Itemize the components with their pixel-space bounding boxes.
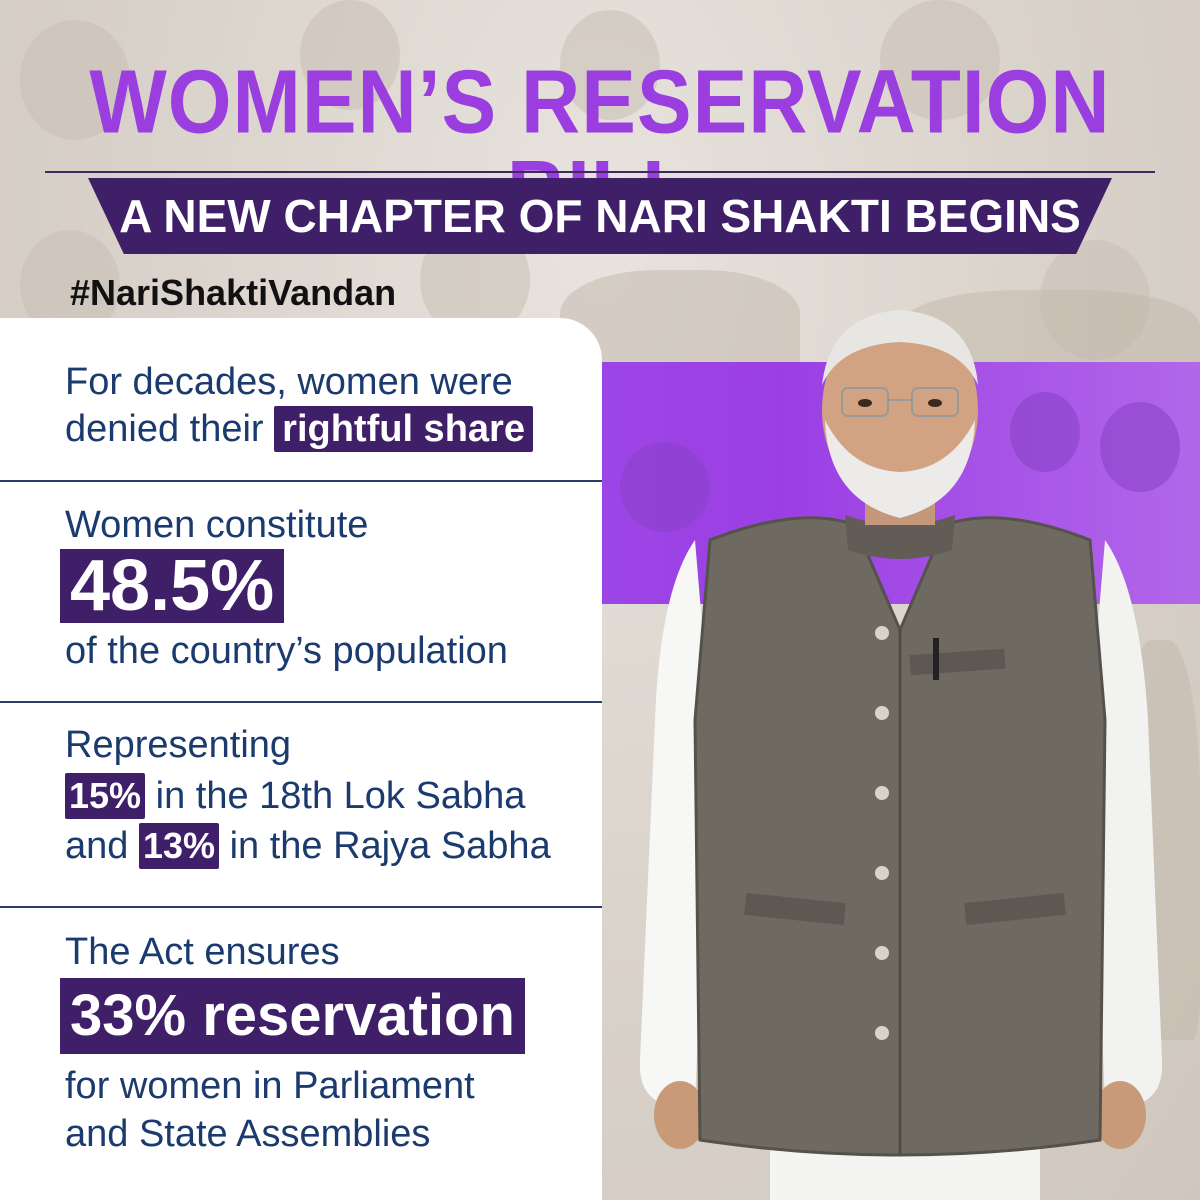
background-crowd-face — [560, 10, 660, 120]
background-crowd-face — [880, 0, 1000, 120]
section-divider — [0, 701, 602, 703]
fact2-highlight: 48.5% — [60, 549, 285, 623]
fact2-line1: Women constitute — [65, 504, 369, 546]
fact3-line2: 15% in the 18th Lok Sabha — [65, 773, 525, 819]
fact4-line3: for women in Parliament — [65, 1065, 475, 1107]
background-crowd-face — [20, 20, 130, 140]
fact3-line3: and 13% in the Rajya Sabha — [65, 823, 551, 869]
hashtag: #NariShaktiVandan — [70, 272, 397, 313]
fact4-line1: The Act ensures — [65, 931, 340, 973]
fact1-line2: denied their rightful share — [65, 406, 533, 452]
band-crowd-face — [1010, 392, 1080, 472]
person-illustration — [639, 310, 1163, 1200]
title-divider — [45, 171, 1155, 173]
fact1-line2-prefix: denied their — [65, 408, 264, 450]
fact4-line4: and State Assemblies — [65, 1113, 431, 1155]
fact2-line3: of the country’s population — [65, 630, 508, 672]
fact1-line1: For decades, women were — [65, 361, 513, 403]
fact3-line1: Representing — [65, 724, 292, 766]
section-divider — [0, 906, 602, 908]
band-crowd-face — [1100, 402, 1180, 492]
band-crowd-face — [620, 442, 710, 532]
subtitle-banner — [88, 178, 1112, 254]
info-panel: For decades, women were denied their rig… — [0, 318, 602, 1200]
fact1-highlight: rightful share — [274, 406, 533, 452]
subtitle: A NEW CHAPTER OF NARI SHAKTI BEGINS — [119, 190, 1081, 242]
fact4-highlight: 33% reservation — [60, 978, 525, 1054]
section-divider — [0, 480, 602, 482]
background-crowd-face — [300, 0, 400, 110]
fact3-line2-rest: in the 18th Lok Sabha — [155, 775, 526, 817]
fact3-highlight-rajya-sabha: 13% — [138, 823, 220, 869]
fact3-highlight-lok-sabha: 15% — [65, 773, 146, 819]
fact3-line3-rest: in the Rajya Sabha — [229, 825, 551, 867]
fact3-line3-prefix: and — [65, 825, 129, 867]
